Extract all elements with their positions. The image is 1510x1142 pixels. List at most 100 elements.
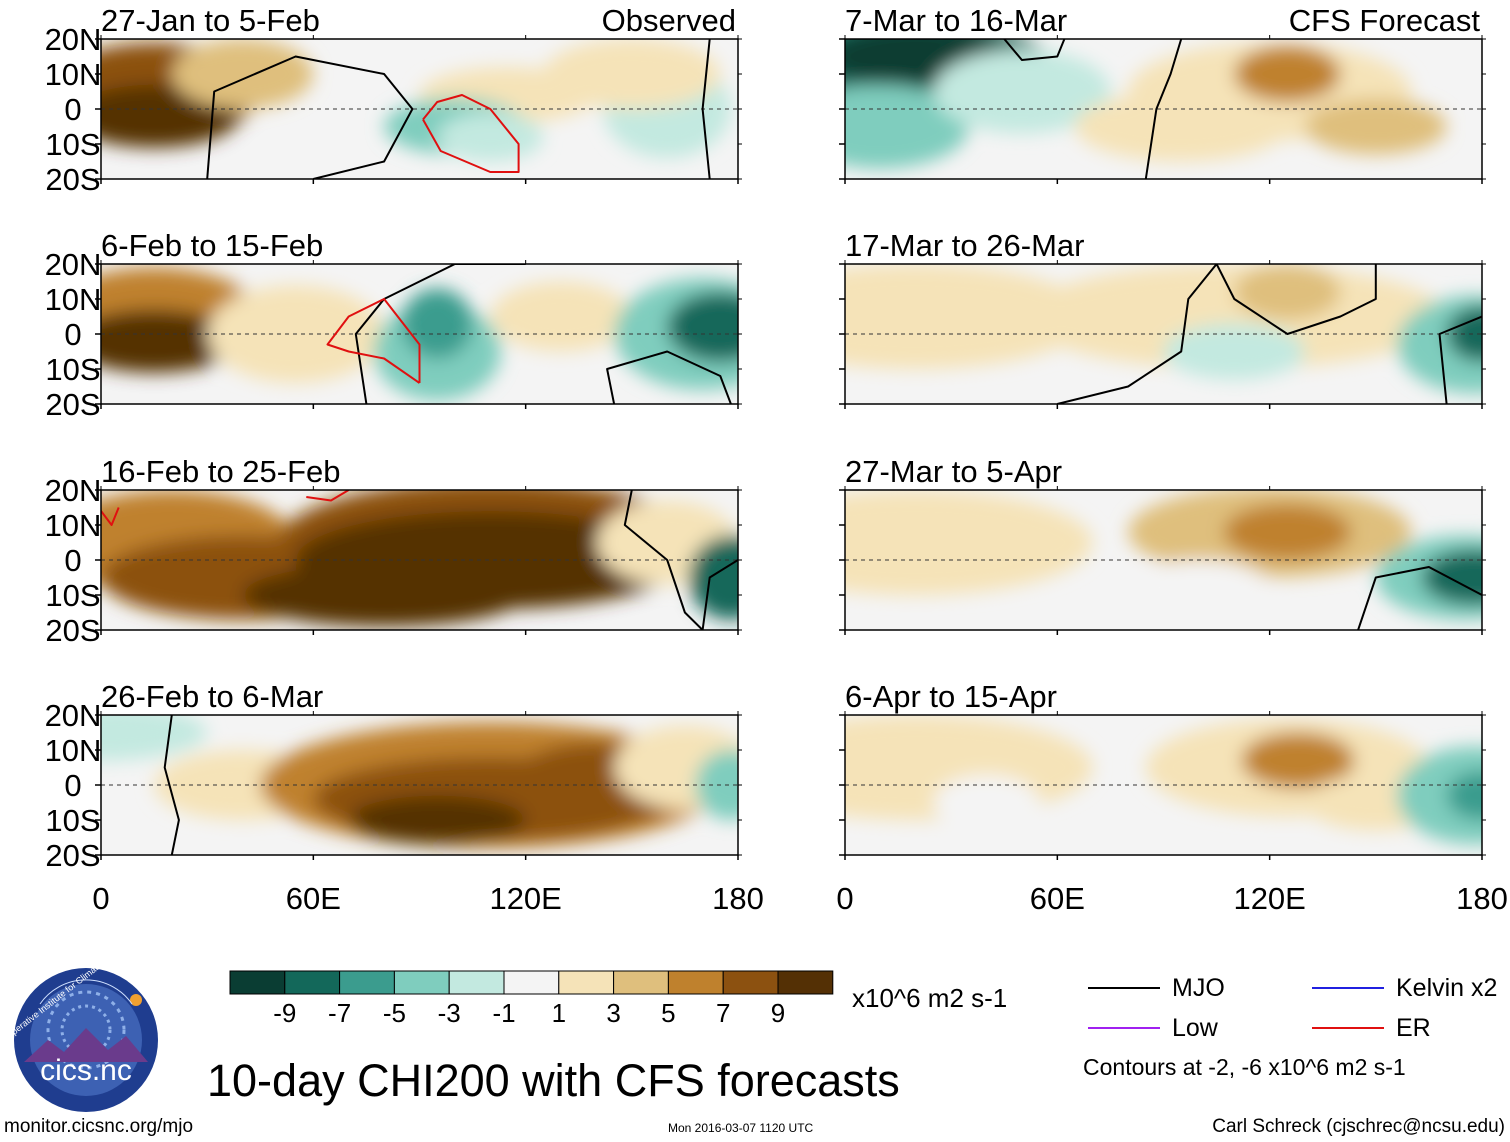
colorbar-tick-label: -5 [383, 998, 406, 1028]
panel-period-label: 6-Apr to 15-Apr [845, 679, 1057, 714]
y-tick-label: 10N [45, 57, 102, 92]
logo-text: cics.nc [40, 1054, 132, 1087]
mjo-contour [1003, 39, 1066, 61]
er-contour [326, 298, 421, 384]
panel: 7-Mar to 16-Mar CFS Forecast [839, 3, 1486, 184]
colorbar-swatch [284, 970, 341, 995]
panel-period-label: 27-Jan to 5-Feb [101, 3, 320, 38]
anomaly-blob [101, 715, 208, 761]
anomaly-blob [688, 535, 738, 620]
colorbar-tick-label: -1 [492, 998, 515, 1028]
anomaly-blob [845, 715, 1093, 820]
anomaly-blob [1163, 323, 1306, 380]
colorbar-swatch [393, 970, 450, 995]
anomaly-blob [1223, 504, 1352, 560]
anomaly-blob [490, 281, 632, 352]
anomaly-field [101, 39, 738, 179]
mjo-contour [701, 39, 711, 179]
anomaly-blob [1075, 91, 1288, 162]
x-tick-label: 0 [92, 881, 109, 916]
anomaly-field [101, 715, 738, 855]
colorbar-swatch [503, 970, 560, 995]
legend-label: Low [1172, 1014, 1219, 1042]
footer-url: monitor.cicsnc.org/mjo [4, 1116, 193, 1137]
colorbar: -9 -7 -5 -3 -1 1 3 5 7 9 [229, 970, 834, 1028]
anomaly-field [845, 264, 1482, 404]
panel: 27-Mar to 5-Apr [839, 454, 1486, 635]
y-tick-label: 0 [64, 768, 81, 803]
panel: 17-Mar to 26-Mar [839, 228, 1486, 409]
colorbar-tick-label: 7 [716, 998, 730, 1028]
anomaly-blob [1446, 771, 1482, 820]
colorbar-swatch [339, 970, 395, 995]
mjo-contour [1144, 39, 1183, 179]
colorbar-swatch [448, 970, 505, 995]
y-tick-label: 10N [45, 508, 102, 543]
colorbar-swatch [722, 970, 779, 995]
colorbar-tick-label: -9 [273, 998, 296, 1028]
mjo-contour [701, 559, 738, 630]
colorbar-units: x10^6 m2 s-1 [852, 983, 1007, 1013]
anomaly-blob [667, 292, 738, 362]
anomaly-blob [1305, 98, 1447, 155]
anomaly-blob [437, 112, 544, 162]
y-tick-label: 20S [45, 613, 100, 648]
mjo-contour [1357, 566, 1482, 630]
anomaly-blob [1241, 732, 1355, 789]
y-tick-label: 10S [45, 352, 100, 387]
anomaly-blob [171, 39, 314, 109]
y-tick-label: 0 [64, 92, 81, 127]
er-contour [101, 507, 120, 526]
x-tick-label: 120E [489, 881, 561, 916]
colorbar-swatch [558, 970, 615, 995]
colorbar-swatch [777, 970, 834, 995]
colorbar-tick-label: -7 [328, 998, 351, 1028]
y-tick-label: 10S [45, 803, 100, 838]
anomaly-field [845, 39, 1482, 179]
colorbar-swatch [613, 970, 669, 995]
anomaly-blob [933, 774, 1040, 831]
panel-period-label: 6-Feb to 15-Feb [101, 228, 323, 263]
x-tick-label: 180 [712, 881, 764, 916]
er-contour [306, 490, 350, 502]
anomaly-blob [543, 39, 721, 109]
colorbar-swatch [229, 970, 286, 995]
anomaly-blob [401, 288, 473, 359]
anomaly-blob [933, 49, 1111, 134]
anomaly-field [845, 715, 1482, 855]
colorbar-swatch [667, 970, 724, 995]
legend-label: MJO [1172, 974, 1225, 1002]
panel: 6-Apr to 15-Apr [839, 679, 1486, 860]
colorbar-tick-label: 1 [552, 998, 566, 1028]
y-tick-label: 10N [45, 733, 102, 768]
anomaly-blob [1234, 264, 1341, 320]
anomaly-field [101, 264, 738, 404]
anomaly-blob [845, 490, 1093, 595]
y-tick-label: 20N [45, 473, 102, 508]
x-tick-label: 120E [1233, 881, 1305, 916]
anomaly-blob [1397, 746, 1482, 845]
mjo-contour [1438, 315, 1482, 404]
footer-timestamp: Mon 2016-03-07 1120 UTC [668, 1121, 814, 1135]
colorbar-tick-label: 5 [661, 998, 675, 1028]
x-tick-label: 60E [1030, 881, 1085, 916]
anomaly-blob [1421, 549, 1482, 606]
panel-period-label: 27-Mar to 5-Apr [845, 454, 1062, 489]
mjo-contour [206, 55, 414, 179]
anomaly-blob [1234, 46, 1341, 102]
anomaly-blob [1128, 560, 1270, 616]
mjo-contour [1057, 264, 1377, 404]
y-tick-label: 0 [64, 543, 81, 578]
panel-period-label: 26-Feb to 6-Mar [101, 679, 323, 714]
y-tick-label: 0 [64, 317, 81, 352]
colorbar-tick-label: 3 [606, 998, 620, 1028]
anomaly-blob [348, 795, 526, 845]
legend-label: Kelvin x2 [1396, 974, 1497, 1002]
colorbar-tick-label: -3 [438, 998, 461, 1028]
figure-title: 10-day CHI200 with CFS forecasts [207, 1055, 900, 1106]
y-tick-label: 20S [45, 838, 100, 873]
